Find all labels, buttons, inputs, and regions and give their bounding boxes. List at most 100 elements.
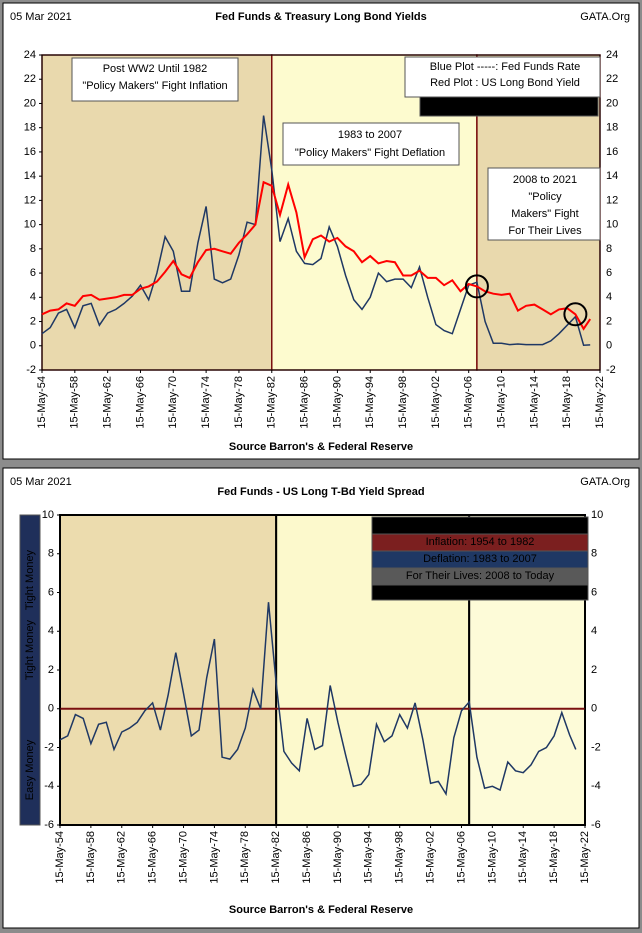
- y2-tick-label: 14: [606, 170, 618, 182]
- x-tick-label: 15-May-78: [233, 376, 245, 429]
- x-tick-label: 15-May-78: [239, 831, 251, 884]
- annotation: For Their Lives: [508, 225, 582, 237]
- highlight-circle: [464, 274, 489, 299]
- x-tick-label: 15-May-14: [528, 376, 540, 429]
- source-label: Source Barron's & Federal Reserve: [229, 904, 413, 916]
- x-tick-label: 15-May-82: [270, 831, 282, 884]
- y-tick-label: -6: [44, 819, 54, 831]
- annotation: Graphic by Mark J. Lundeen: [440, 100, 578, 112]
- highlight-circle: [563, 302, 588, 327]
- x-tick-label: 15-May-18: [561, 376, 573, 429]
- x-tick-label: 15-May-22: [579, 831, 591, 884]
- annotation-box: [487, 167, 601, 241]
- y-tick-label: -2: [44, 741, 54, 753]
- x-tick-label: 15-May-06: [455, 831, 467, 884]
- annotation: Red Plot : US Long Bond Yield: [430, 77, 580, 89]
- y2-tick-label: 22: [606, 73, 618, 85]
- annotation-box: [282, 122, 460, 166]
- y2-tick-label: 24: [606, 49, 618, 61]
- x-tick-label: 15-May-66: [147, 831, 159, 884]
- x-tick-label: 15-May-58: [85, 831, 97, 884]
- y2-tick-label: 6: [606, 267, 612, 279]
- y2-tick-label: 16: [606, 146, 618, 158]
- y2-tick-label: 0: [591, 703, 597, 715]
- annotation: "Policy Makers" Fight Deflation: [295, 147, 445, 159]
- y-tick-label: 22: [24, 73, 36, 85]
- series-line: [41, 180, 592, 331]
- y-tick-label: 20: [24, 97, 36, 109]
- x-tick-label: 15-May-94: [363, 831, 375, 884]
- y-tick-label: 0: [30, 340, 36, 352]
- y2-tick-label: 10: [606, 219, 618, 231]
- x-tick-label: 15-May-90: [331, 376, 343, 429]
- x-tick-label: 15-May-54: [54, 831, 66, 884]
- x-tick-label: 15-May-98: [394, 831, 406, 884]
- y-tick-label: 8: [48, 548, 54, 560]
- site-label: GATA.Org: [580, 476, 630, 488]
- shaded-period: [41, 54, 273, 371]
- x-tick-label: 15-May-86: [298, 376, 310, 429]
- y2-tick-label: 2: [591, 664, 597, 676]
- x-tick-label: 15-May-70: [177, 831, 189, 884]
- x-tick-label: 15-May-62: [102, 376, 114, 429]
- y-tick-label: 0: [48, 703, 54, 715]
- annotation: Policy Makers Fight: [432, 519, 528, 531]
- y-tick-label: -2: [26, 364, 36, 376]
- y2-tick-label: 10: [591, 509, 603, 521]
- y2-tick-label: -2: [591, 741, 601, 753]
- y-tick-label: 8: [30, 243, 36, 255]
- x-tick-label: 15-May-10: [486, 831, 498, 884]
- annotation: Deflation: 1983 to 2007: [423, 553, 537, 565]
- x-tick-label: 15-May-10: [495, 376, 507, 429]
- y-tick-label: 4: [48, 625, 54, 637]
- y2-tick-label: 20: [606, 97, 618, 109]
- x-tick-label: 15-May-74: [208, 831, 220, 884]
- annotation: Graphic by Mark J Lundeen: [412, 586, 547, 598]
- chart-title: Fed Funds - US Long T-Bd Yield Spread: [217, 486, 424, 498]
- x-tick-label: 15-May-82: [266, 376, 278, 429]
- annotation: "Policy Makers" Fight Inflation: [82, 80, 227, 92]
- annotation: Makers" Fight: [511, 208, 578, 220]
- y2-tick-label: 8: [591, 548, 597, 560]
- x-tick-label: 15-May-06: [463, 376, 475, 429]
- x-tick-label: 15-May-18: [548, 831, 560, 884]
- annotation: Tight Money: [24, 549, 36, 610]
- y2-tick-label: 8: [606, 243, 612, 255]
- x-tick-label: 15-May-98: [397, 376, 409, 429]
- y-tick-label: 18: [24, 122, 36, 134]
- x-tick-label: 15-May-94: [364, 376, 376, 429]
- annotation: 1983 to 2007: [338, 129, 402, 141]
- date-label: 05 Mar 2021: [10, 476, 72, 488]
- source-label: Source Barron's & Federal Reserve: [229, 441, 413, 453]
- x-tick-label: 15-May-62: [116, 831, 128, 884]
- y-tick-label: -4: [44, 780, 54, 792]
- annotation: Post WW2 Until 1982: [103, 63, 208, 75]
- y-tick-label: 14: [24, 170, 36, 182]
- annotation: For Their Lives: 2008 to Today: [406, 570, 555, 582]
- y-tick-label: 12: [24, 194, 36, 206]
- annotation-box: [404, 56, 601, 98]
- y-tick-label: 6: [30, 267, 36, 279]
- annotation: Tight Money: [24, 619, 36, 680]
- x-tick-label: 15-May-90: [332, 831, 344, 884]
- y-tick-label: 2: [48, 664, 54, 676]
- y-tick-label: 10: [42, 509, 54, 521]
- date-label: 05 Mar 2021: [10, 11, 72, 23]
- series-line: [59, 602, 577, 797]
- y-tick-label: 24: [24, 49, 36, 61]
- y2-tick-label: 18: [606, 122, 618, 134]
- x-tick-label: 15-May-02: [424, 831, 436, 884]
- x-tick-label: 15-May-70: [167, 376, 179, 429]
- y2-tick-label: -2: [606, 364, 616, 376]
- annotation: 2008 to 2021: [513, 174, 577, 186]
- chart-title: Fed Funds & Treasury Long Bond Yields: [215, 11, 426, 23]
- annotation-box: [419, 96, 599, 117]
- x-tick-label: 15-May-14: [517, 831, 529, 884]
- y-tick-label: 4: [30, 291, 36, 303]
- x-tick-label: 15-May-86: [301, 831, 313, 884]
- y2-tick-label: 0: [606, 340, 612, 352]
- y2-tick-label: -6: [591, 819, 601, 831]
- annotation-box: [19, 514, 41, 826]
- x-tick-label: 15-May-54: [36, 376, 48, 429]
